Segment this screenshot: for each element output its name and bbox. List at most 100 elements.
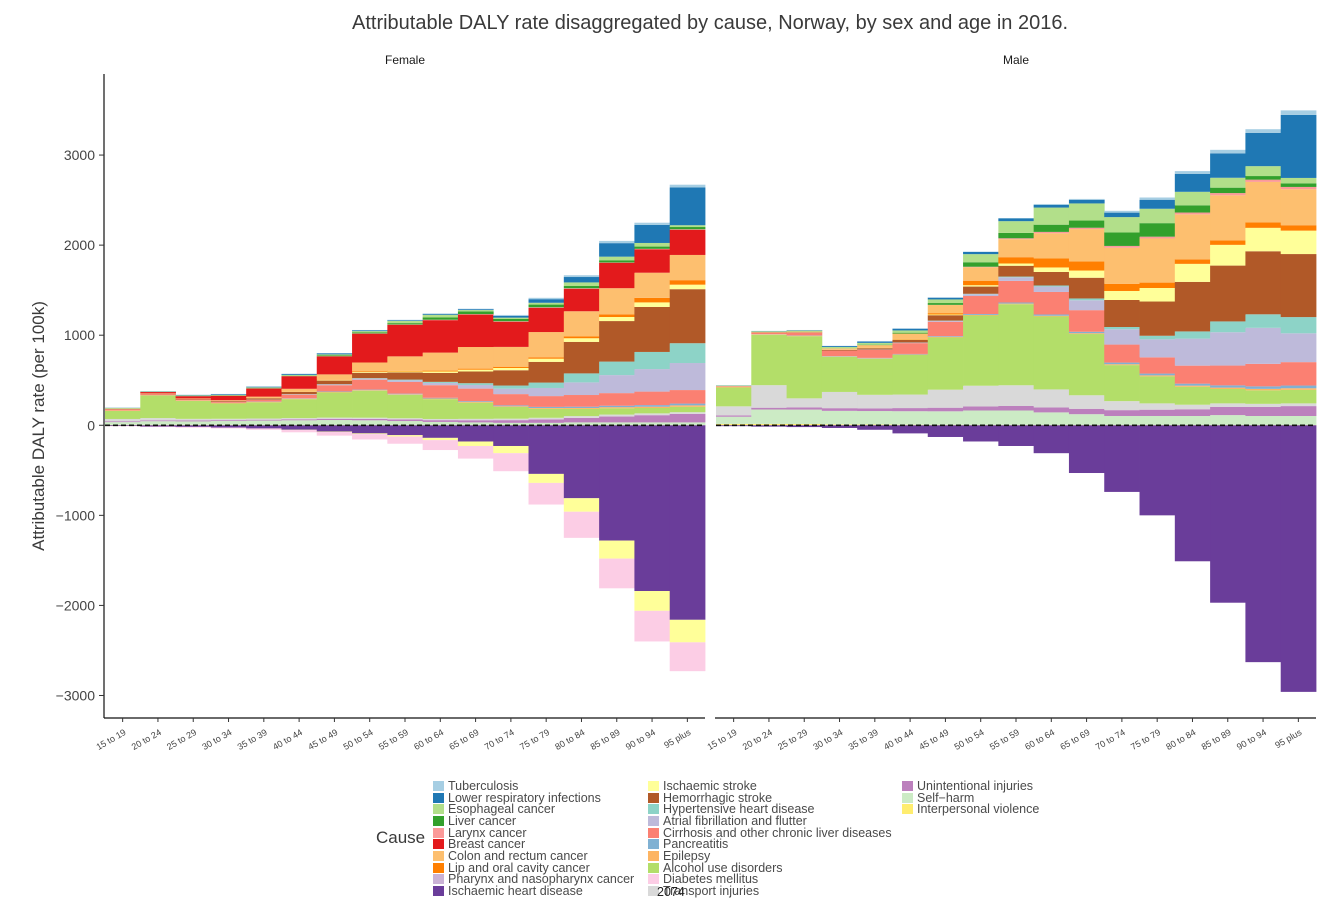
bar-segment-female-50-to-54-ischaemic-stroke [352, 433, 388, 435]
bar-segment-male-85-to-89-transport-injuries [1210, 403, 1246, 407]
bar-segment-female-95-plus-diabetes-mellitus [669, 642, 706, 672]
x-tick-label-female-80-to-84: 80 to 84 [553, 727, 586, 752]
bar-segment-male-40-to-44-esophageal-cancer [892, 330, 929, 333]
legend-label-ischaemic-heart-disease: Ischaemic heart disease [448, 884, 583, 899]
bar-segment-female-25-to-29-cirrhosis-and-other-chronic-liver-diseases [175, 399, 212, 401]
legend-swatch-unintentional-injuries [902, 780, 913, 791]
bar-segment-female-50-to-54-liver-cancer [352, 332, 388, 334]
bar-segment-female-85-to-89-pancreatitis [599, 405, 635, 408]
bar-segment-male-85-to-89-esophageal-cancer [1210, 177, 1246, 188]
bar-segment-female-65-to-69-unintentional-injuries [457, 420, 494, 423]
bar-segment-female-85-to-89-liver-cancer [599, 260, 635, 263]
bar-segment-female-55-to-59-colon-and-rectum-cancer [387, 356, 424, 371]
bar-segment-male-30-to-34-self-harm [821, 410, 858, 425]
bar-segment-female-90-to-94-lip-and-oral-cavity-cancer [634, 297, 671, 303]
bar-segment-male-50-to-54-ischaemic-heart-disease [963, 425, 999, 442]
legend-swatch-transport-injuries [648, 886, 659, 897]
x-tick-label-male-40-to-44: 40 to 44 [882, 727, 915, 752]
bar-segment-female-45-to-49-esophageal-cancer [316, 354, 353, 356]
bar-segment-female-75-to-79-lip-and-oral-cavity-cancer [528, 357, 565, 359]
legend-label-ischaemic-stroke: Ischaemic stroke [663, 778, 757, 793]
bar-segment-female-85-to-89-hemorrhagic-stroke [599, 321, 635, 362]
legend-swatch-hemorrhagic-stroke [648, 792, 659, 803]
bar-segment-female-95-plus-alcohol-use-disorders [669, 406, 706, 413]
bar-segment-female-20-to-24-self-harm [140, 421, 176, 425]
bar-segment-female-70-to-74-pancreatitis [493, 405, 529, 407]
y-axis-title: Attributable DALY rate (per 100k) [29, 301, 48, 551]
bar-segment-female-70-to-74-transport-injuries [493, 418, 529, 421]
bar-segment-female-25-to-29-unintentional-injuries [175, 420, 212, 422]
bar-segment-male-80-to-84-lip-and-oral-cavity-cancer [1174, 259, 1211, 264]
bar-segment-male-50-to-54-epilepsy [963, 314, 999, 316]
bar-segment-female-25-to-29-alcohol-use-disorders [175, 400, 212, 419]
legend-item-larynx-cancer: Larynx cancer [433, 826, 634, 840]
legend-item-colon-and-rectum-cancer: Colon and rectum cancer [433, 849, 634, 863]
legend-label-atrial-fibrillation-and-flutter: Atrial fibrillation and flutter [663, 813, 807, 828]
bar-segment-female-95-plus-transport-injuries [669, 412, 706, 414]
bar-segment-male-60-to-64-unintentional-injuries [1033, 407, 1070, 413]
bar-segment-female-80-to-84-tuberculosis [563, 275, 600, 278]
bar-segment-female-80-to-84-ischaemic-stroke [563, 498, 600, 512]
legend-swatch-tuberculosis [433, 780, 444, 791]
legend-label-epilepsy: Epilepsy [663, 848, 711, 863]
legend-label-alcohol-use-disorders: Alcohol use disorders [663, 860, 783, 875]
bar-segment-female-50-to-54-alcohol-use-disorders [352, 390, 388, 418]
bar-segment-male-65-to-69-self-harm [1068, 414, 1105, 425]
x-tick-label-male-50-to-54: 50 to 54 [953, 727, 986, 752]
bar-segment-female-50-to-54-ischaemic-stroke [352, 372, 388, 373]
bar-segment-female-65-to-69-epilepsy [457, 402, 494, 403]
bar-segment-male-85-to-89-alcohol-use-disorders [1210, 388, 1246, 404]
bar-segment-male-90-to-94-hemorrhagic-stroke [1245, 251, 1282, 315]
bar-segment-male-25-to-29-alcohol-use-disorders [786, 336, 823, 399]
bar-segment-female-15-to-19-self-harm [105, 422, 141, 425]
bar-segment-male-60-to-64-esophageal-cancer [1033, 207, 1070, 225]
bar-segment-male-60-to-64-alcohol-use-disorders [1033, 316, 1070, 390]
bar-segment-female-85-to-89-unintentional-injuries [599, 416, 635, 423]
bar-segment-female-85-to-89-atrial-fibrillation-and-flutter [599, 375, 635, 394]
bar-segment-male-70-to-74-transport-injuries [1104, 401, 1140, 411]
bar-segment-male-75-to-79-tuberculosis [1139, 197, 1176, 200]
bar-segment-male-55-to-59-alcohol-use-disorders [998, 304, 1035, 386]
bar-segment-male-90-to-94-tuberculosis [1245, 129, 1282, 133]
bar-segment-male-55-to-59-esophageal-cancer [998, 221, 1035, 233]
bar-segment-female-60-to-64-ischaemic-stroke [422, 437, 459, 441]
bar-segment-male-95-plus-transport-injuries [1280, 403, 1317, 407]
bar-segment-female-85-to-89-transport-injuries [599, 414, 635, 417]
legend-swatch-self-harm [902, 792, 913, 803]
bar-segment-female-45-to-49-colon-and-rectum-cancer [316, 374, 353, 380]
bar-segment-male-95-plus-tuberculosis [1280, 110, 1317, 115]
bar-segment-female-80-to-84-self-harm [563, 422, 600, 426]
bar-segment-female-65-to-69-liver-cancer [457, 311, 494, 315]
bar-segment-female-55-to-59-breast-cancer [387, 324, 424, 357]
bar-segment-male-65-to-69-cirrhosis-and-other-chronic-liver-diseases [1068, 310, 1105, 332]
bar-segment-female-75-to-79-pancreatitis [528, 406, 565, 408]
bar-segment-male-65-to-69-larynx-cancer [1068, 227, 1105, 230]
bar-segment-female-70-to-74-alcohol-use-disorders [493, 406, 529, 419]
bar-segment-male-55-to-59-cirrhosis-and-other-chronic-liver-diseases [998, 280, 1035, 303]
legend-item-lip-and-oral-cavity-cancer: Lip and oral cavity cancer [433, 861, 634, 875]
bar-segment-female-80-to-84-ischaemic-heart-disease [563, 425, 600, 499]
legend-item-esophageal-cancer: Esophageal cancer [433, 802, 634, 816]
bar-segment-female-50-to-54-atrial-fibrillation-and-flutter [352, 378, 388, 380]
bar-segment-male-60-to-64-colon-and-rectum-cancer [1033, 233, 1070, 259]
bar-segment-female-60-to-64-colon-and-rectum-cancer [422, 352, 459, 371]
bar-segment-female-70-to-74-esophageal-cancer [493, 317, 529, 319]
bar-segment-female-75-to-79-breast-cancer [528, 307, 565, 333]
bar-segment-male-50-to-54-cirrhosis-and-other-chronic-liver-diseases [963, 296, 999, 315]
bar-segment-male-80-to-84-esophageal-cancer [1174, 191, 1211, 206]
bar-segment-male-70-to-74-epilepsy [1104, 364, 1140, 366]
bar-segment-female-35-to-39-diabetes-mellitus [246, 428, 282, 430]
bar-segment-male-35-to-39-ischaemic-heart-disease [857, 425, 893, 430]
bar-segment-female-35-to-39-lower-respiratory-infections [246, 386, 282, 388]
bar-segment-female-65-to-69-lip-and-oral-cavity-cancer [457, 368, 494, 370]
legend-item-tuberculosis: Tuberculosis [433, 779, 634, 793]
bar-segment-male-55-to-59-unintentional-injuries [998, 406, 1035, 411]
bar-segment-male-55-to-59-lower-respiratory-infections [998, 218, 1035, 222]
bar-segment-female-90-to-94-transport-injuries [634, 413, 671, 416]
x-tick-label-male-95-plus: 95 plus [1273, 727, 1304, 750]
bar-segment-male-40-to-44-cirrhosis-and-other-chronic-liver-diseases [892, 343, 929, 354]
bar-segment-male-75-to-79-lower-respiratory-infections [1139, 199, 1176, 209]
bar-segment-male-30-to-34-ischaemic-heart-disease [821, 425, 858, 428]
bar-segment-male-50-to-54-self-harm [963, 410, 999, 425]
legend-label-unintentional-injuries: Unintentional injuries [917, 778, 1034, 793]
